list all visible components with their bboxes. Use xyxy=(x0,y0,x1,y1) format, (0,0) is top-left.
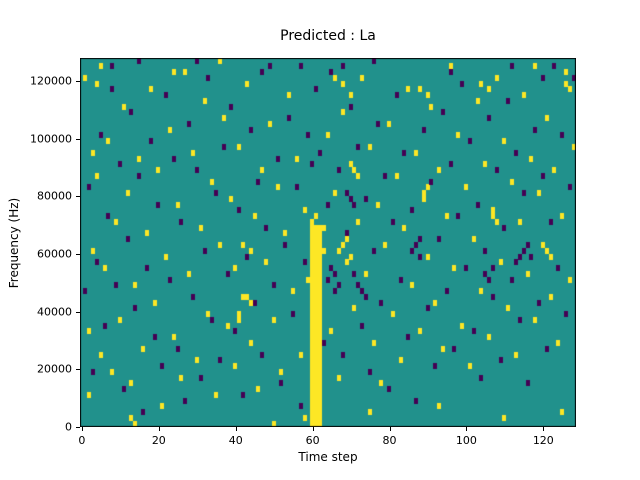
chart-title: Predicted : La xyxy=(280,28,376,44)
x-tick-label: 100 xyxy=(455,434,477,447)
x-tick-label: 0 xyxy=(78,434,86,447)
y-tick-label: 40000 xyxy=(37,305,72,319)
y-tick-label: 100000 xyxy=(30,132,72,146)
x-axis-label: Time step xyxy=(298,450,358,464)
x-tick-mark xyxy=(389,427,391,431)
y-tick-label: 0 xyxy=(65,420,72,434)
y-tick-mark xyxy=(76,81,80,83)
y-tick-mark xyxy=(76,311,80,313)
y-tick-label: 120000 xyxy=(30,74,72,88)
x-tick-mark xyxy=(235,427,237,431)
y-tick-mark xyxy=(76,254,80,256)
y-tick-mark xyxy=(76,427,80,428)
y-tick-mark xyxy=(76,196,80,198)
x-tick-mark xyxy=(158,427,160,431)
x-tick-label: 120 xyxy=(532,434,554,447)
x-tick-mark xyxy=(312,427,314,431)
heatmap-canvas xyxy=(80,58,576,427)
y-axis-label: Frequency (Hz) xyxy=(7,197,21,289)
y-tick-label: 80000 xyxy=(37,189,72,203)
x-tick-mark xyxy=(466,427,468,431)
y-tick-mark xyxy=(76,369,80,371)
y-tick-label: 60000 xyxy=(37,247,72,261)
x-tick-label: 80 xyxy=(382,434,397,447)
x-tick-mark xyxy=(81,427,83,431)
y-tick-label: 20000 xyxy=(37,362,72,376)
y-tick-mark xyxy=(76,138,80,140)
x-tick-label: 60 xyxy=(305,434,320,447)
x-tick-label: 40 xyxy=(228,434,243,447)
x-tick-mark xyxy=(543,427,545,431)
x-tick-label: 20 xyxy=(151,434,166,447)
